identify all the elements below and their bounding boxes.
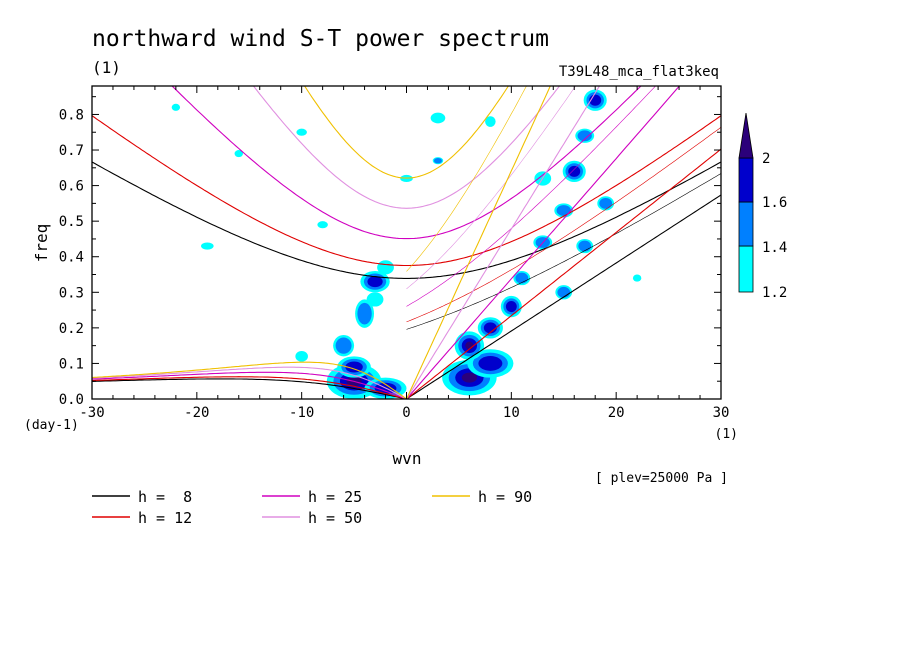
power-contour-13-2 xyxy=(515,272,529,284)
experiment-label: T39L48_mca_flat3keq xyxy=(559,64,719,80)
colorbar: 1.2 1.4 1.6 2 xyxy=(738,112,787,301)
power-contour-31-1 xyxy=(234,150,243,158)
mrg-curve-h12 xyxy=(406,127,721,323)
power-contour-6-1 xyxy=(366,292,384,307)
power-contour-8-4 xyxy=(461,372,478,383)
y-tick-label: 0.4 xyxy=(59,250,84,266)
power-contour-3-2 xyxy=(335,337,352,354)
power-contour-16-3 xyxy=(568,165,581,177)
plot-content xyxy=(92,86,721,399)
colorbar-label: 2 xyxy=(762,151,770,167)
ig-curve-h90 xyxy=(303,86,510,179)
colorbar-extension xyxy=(738,112,754,159)
power-contour-32-1 xyxy=(296,128,307,136)
ig-curve-h25 xyxy=(171,86,642,240)
y-tick-label: 0.1 xyxy=(59,356,84,372)
title-units: (1) xyxy=(92,58,121,77)
x-axis-label: wvn xyxy=(393,449,422,468)
rossby-curve-h90 xyxy=(92,361,407,399)
y-tick-label: 0.2 xyxy=(59,321,84,337)
power-contour-29-1 xyxy=(485,116,496,127)
power-contour-24-1 xyxy=(201,242,214,250)
legend-label-h12: h = 12 xyxy=(138,509,192,527)
y-tick-label: 0.3 xyxy=(59,285,84,301)
power-contour-9-3 xyxy=(478,356,503,371)
y-tick-label: 0.7 xyxy=(59,143,84,159)
power-contour-26-1 xyxy=(430,112,446,124)
kelvin-curve-h8 xyxy=(406,194,721,399)
x-tick-label: 10 xyxy=(503,405,520,421)
x-tick-label: 30 xyxy=(713,405,730,421)
y-axis-label: freq xyxy=(32,224,51,263)
x-tick-label: -10 xyxy=(289,405,314,421)
y-tick-label: 0.5 xyxy=(59,214,84,230)
ig-curve-h50 xyxy=(252,86,561,209)
x-tick-label: 20 xyxy=(608,405,625,421)
power-contour-27-1 xyxy=(317,221,328,229)
power-contour-12-3 xyxy=(505,300,517,313)
kelvin-curve-h90 xyxy=(405,86,551,399)
power-contour-4-2 xyxy=(357,302,372,325)
y-tick-label: 0.8 xyxy=(59,107,84,123)
legend-label-h8: h = 8 xyxy=(138,488,192,506)
x-unit-label: (1) xyxy=(715,427,738,442)
x-tick-label: -20 xyxy=(184,405,209,421)
colorbar-segment xyxy=(738,245,754,293)
colorbar-label: 1.2 xyxy=(762,285,787,301)
x-tick-label: 0 xyxy=(402,405,410,421)
y-tick-label: 0.0 xyxy=(59,392,84,408)
kelvin-curve-h12 xyxy=(406,148,721,399)
power-contour-30-1 xyxy=(171,103,181,111)
legend: h = 8 h = 12 h = 25 h = 50 h = 90 xyxy=(92,488,532,527)
power-contour-11-3 xyxy=(483,322,497,334)
y-unit-label: (day-1) xyxy=(24,418,79,433)
colorbar-label: 1.4 xyxy=(762,240,787,256)
y-tick-label: 0.6 xyxy=(59,179,84,195)
chart-title: northward wind S-T power spectrum xyxy=(92,26,549,52)
ig-curve-h12 xyxy=(92,115,721,267)
power-contour-20-2 xyxy=(578,240,592,252)
mrg-curve-h90 xyxy=(406,86,527,272)
rossby-curve-h12 xyxy=(92,376,407,399)
kelvin-curve-h25 xyxy=(406,86,681,399)
rossby-curve-h50 xyxy=(92,366,407,399)
legend-label-h90: h = 90 xyxy=(478,488,532,506)
rossby-curve-h8 xyxy=(92,378,407,399)
kelvin-curve-h50 xyxy=(406,86,601,399)
x-tick-label: -30 xyxy=(79,405,104,421)
power-contour-25-2 xyxy=(433,157,442,164)
mrg-curve-h50 xyxy=(406,86,576,290)
ig-curve-h8 xyxy=(92,161,721,279)
colorbar-label: 1.6 xyxy=(762,195,787,211)
colorbar-segment xyxy=(738,201,754,247)
power-contour-5-3 xyxy=(367,276,383,288)
power-contour-7-1 xyxy=(377,260,394,275)
power-contour-19-2 xyxy=(557,286,571,298)
legend-label-h25: h = 25 xyxy=(308,488,362,506)
axes: -30 -20 -10 0 10 20 30 0.0 0.1 0.2 0.3 0.4 0.5 0.6 0.7… xyxy=(59,85,730,421)
power-contour-2-3 xyxy=(345,361,363,373)
power-contour-23-1 xyxy=(295,350,308,362)
power-contour-17-2 xyxy=(577,130,592,142)
colorbar-segment xyxy=(738,157,754,203)
power-contour-33-1 xyxy=(632,274,642,282)
rossby-curve-h25 xyxy=(92,371,407,399)
mrg-curve-h25 xyxy=(406,86,657,307)
mrg-curve-h8 xyxy=(406,173,721,330)
power-contour-15-2 xyxy=(556,205,571,216)
power-contour-21-2 xyxy=(599,197,613,209)
legend-label-h50: h = 50 xyxy=(308,509,362,527)
plev-note: [ plev=25000 Pa ] xyxy=(595,471,728,486)
plot-area xyxy=(92,86,721,399)
